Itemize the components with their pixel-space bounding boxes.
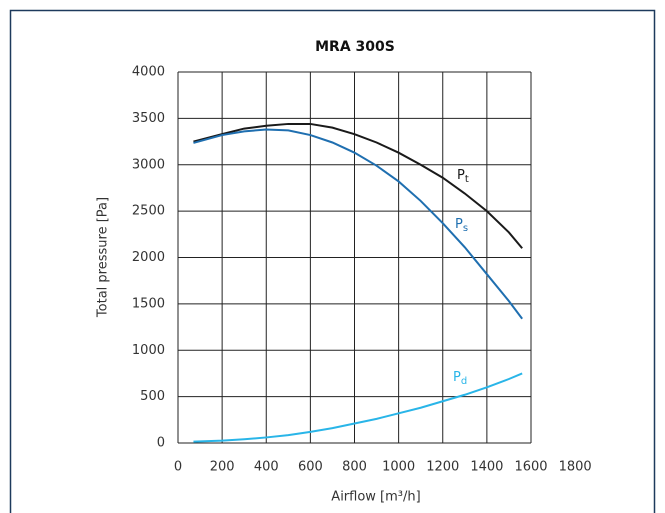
x-tick-label: 600 xyxy=(298,460,323,475)
line-series xyxy=(193,122,523,249)
x-tick-label: 0 xyxy=(174,460,182,475)
series-label: Pt xyxy=(457,168,469,186)
x-tick-label: 1200 xyxy=(426,460,459,475)
line-series xyxy=(193,128,523,320)
y-axis-label: Total pressure [Pa] xyxy=(96,197,111,318)
x-axis-label: Airflow [m³/h] xyxy=(331,490,420,505)
x-tick-label: 400 xyxy=(254,460,279,475)
series-label-sub: t xyxy=(465,174,469,185)
y-tick-label: 500 xyxy=(140,389,165,404)
x-tick-label: 1400 xyxy=(470,460,503,475)
y-tick-label: 0 xyxy=(157,436,165,451)
y-tick-label: 3000 xyxy=(132,157,165,172)
line-series xyxy=(193,372,523,443)
y-tick-label: 4000 xyxy=(132,65,165,80)
x-tick-label: 1800 xyxy=(559,460,592,475)
x-tick-label: 200 xyxy=(210,460,235,475)
y-tick-label: 1000 xyxy=(132,343,165,358)
series-label-main: P xyxy=(453,370,461,385)
x-tick-label: 1000 xyxy=(382,460,415,475)
series-label-sub: s xyxy=(463,223,468,234)
x-tick-label: 1600 xyxy=(514,460,547,475)
y-tick-label: 2000 xyxy=(132,250,165,265)
x-tick-label: 800 xyxy=(342,460,367,475)
series-label-sub: d xyxy=(461,376,467,387)
y-tick-label: 1500 xyxy=(132,296,165,311)
series-label: Ps xyxy=(455,217,468,235)
series-label: Pd xyxy=(453,370,467,388)
series-label-main: P xyxy=(455,217,463,232)
series-label-main: P xyxy=(457,168,465,183)
frame xyxy=(9,9,656,513)
y-tick-label: 3500 xyxy=(132,111,165,126)
y-tick-label: 2500 xyxy=(132,204,165,219)
chart-title: MRA 300S xyxy=(315,39,395,55)
